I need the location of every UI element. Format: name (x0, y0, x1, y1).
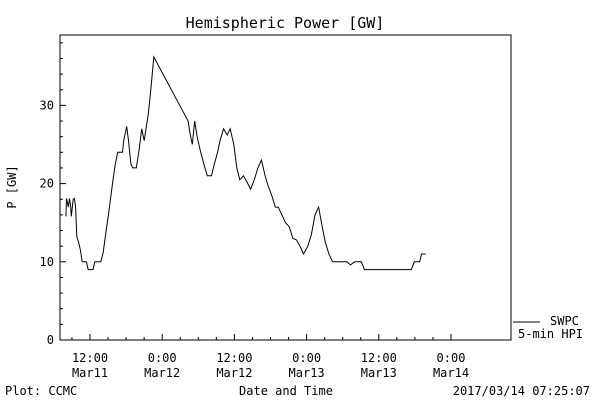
y-axis: 0 10 20 30 (40, 42, 66, 347)
y-axis-label: P [GW] (5, 165, 19, 208)
legend-5min-hpi-label: 5-min HPI (518, 327, 583, 341)
x-axis-label: Date and Time (239, 384, 333, 398)
x-tick-date-label: Mar12 (216, 366, 252, 380)
x-tick-time-label: 0:00 (437, 351, 466, 365)
legend-swpc-label: SWPC (550, 314, 579, 328)
generation-timestamp: 2017/03/14 07:25:07 (453, 384, 590, 398)
chart-title: Hemispheric Power [GW] (186, 14, 385, 32)
x-tick-date-label: Mar14 (433, 366, 469, 380)
x-tick-date-label: Mar13 (289, 366, 325, 380)
x-tick-time-label: 12:00 (216, 351, 252, 365)
x-tick-time-label: 0:00 (148, 351, 177, 365)
x-tick-time-label: 12:00 (72, 351, 108, 365)
plot-credit: Plot: CCMC (5, 384, 77, 398)
y-tick-label: 20 (40, 177, 54, 191)
y-tick-label: 30 (40, 98, 54, 112)
series-layer (65, 55, 426, 271)
y-tick-label: 0 (47, 333, 54, 347)
y-tick-label: 10 (40, 255, 54, 269)
x-tick-time-label: 12:00 (361, 351, 397, 365)
x-tick-date-label: Mar13 (361, 366, 397, 380)
plot-area-frame (59, 34, 512, 341)
series-line-0 (65, 55, 426, 271)
x-tick-date-label: Mar11 (72, 366, 108, 380)
legend: SWPC 5-min HPI (513, 314, 583, 341)
x-tick-time-label: 0:00 (292, 351, 321, 365)
x-tick-date-label: Mar12 (144, 366, 180, 380)
x-axis: 12:00Mar110:00Mar1212:00Mar120:00Mar1312… (71, 334, 469, 380)
